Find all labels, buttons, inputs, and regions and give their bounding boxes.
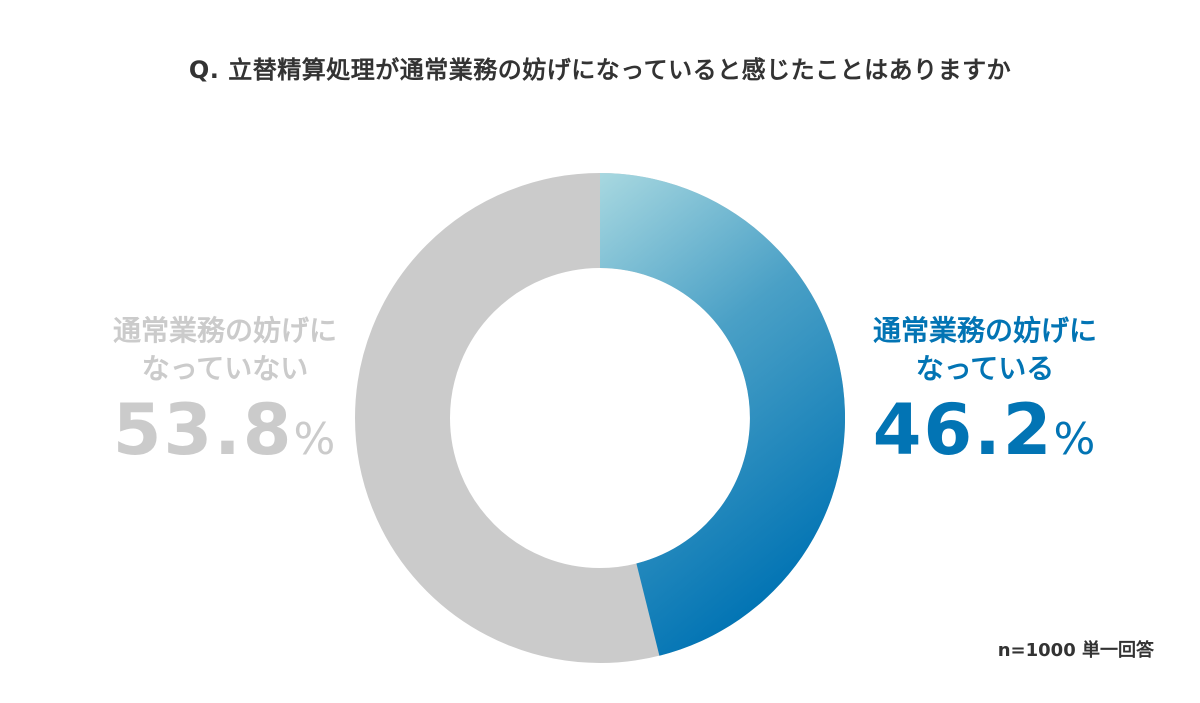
- value-number: 53.8: [112, 389, 294, 471]
- segment-hindering: [600, 173, 845, 656]
- donut-chart: [355, 173, 845, 663]
- value-hindering: 46.2%: [840, 388, 1130, 482]
- percent-sign: %: [293, 414, 338, 465]
- value-not-hindering: 53.8%: [80, 388, 370, 482]
- label-hindering: 通常業務の妨げに なっている 46.2%: [840, 312, 1130, 482]
- label-not-hindering: 通常業務の妨げに なっていない 53.8%: [80, 312, 370, 482]
- label-not-hindering-line1: 通常業務の妨げに: [112, 314, 337, 347]
- sample-size-note: n=1000 単一回答: [997, 640, 1154, 661]
- value-number: 46.2: [872, 389, 1054, 471]
- percent-sign: %: [1053, 414, 1098, 465]
- chart-title: Q. 立替精算処理が通常業務の妨げになっていると感じたことはありますか: [188, 56, 1012, 84]
- label-hindering-line2: なっている: [915, 352, 1055, 385]
- label-not-hindering-line2: なっていない: [141, 352, 309, 385]
- label-hindering-line1: 通常業務の妨げに: [872, 314, 1097, 347]
